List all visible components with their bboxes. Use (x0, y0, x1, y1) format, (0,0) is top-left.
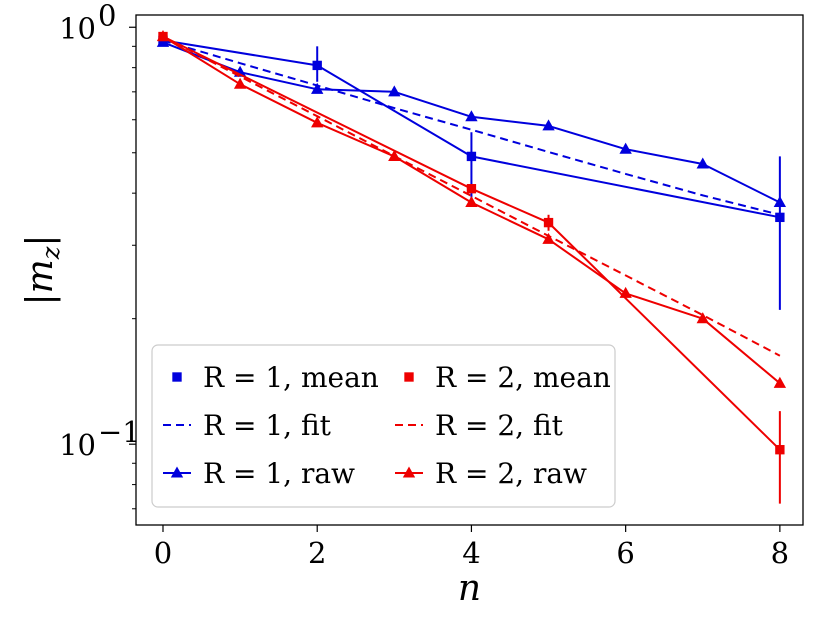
legend-box (151, 344, 616, 508)
y-axis-label-text: |mz| (20, 234, 65, 305)
legend-item: R = 1, fit (163, 409, 332, 442)
legend-label: R = 1, raw (203, 457, 355, 490)
data-point (311, 116, 324, 128)
y-tick-base: 10 (59, 11, 96, 45)
legend-swatch-marker (404, 372, 414, 382)
y-tick-label: 10 (59, 11, 96, 45)
legend-label: R = 1, fit (203, 409, 332, 442)
data-point (619, 142, 632, 154)
x-tick-label: 6 (616, 536, 634, 570)
data-point (156, 35, 170, 47)
data-point (775, 445, 785, 455)
plot-series (156, 30, 787, 504)
legend-item: R = 2, mean (404, 361, 611, 394)
data-point (465, 110, 478, 122)
data-point (311, 82, 324, 94)
data-point (773, 195, 787, 208)
x-axis-label: n (458, 568, 481, 609)
data-point (696, 157, 709, 169)
legend-item: R = 1, mean (172, 361, 379, 394)
legend: R = 1, mean R = 2, mean R = 1, fit R = 2, f… (151, 344, 616, 508)
data-point (542, 119, 555, 131)
data-point (543, 217, 554, 228)
data-point (773, 376, 787, 388)
legend-label: R = 2, mean (435, 361, 611, 394)
data-point (696, 312, 709, 324)
series-r-2-fit (162, 35, 781, 357)
legend-label: R = 2, raw (435, 457, 587, 490)
data-point (775, 212, 785, 223)
series-line (162, 35, 781, 357)
series-r-1-raw (156, 35, 787, 208)
legend-swatch-marker (172, 372, 182, 382)
y-tick-exponent: −1 (98, 415, 141, 449)
data-point (466, 151, 477, 162)
y-tick-base: 10 (59, 428, 96, 462)
data-point (465, 195, 478, 208)
series-line (162, 35, 781, 385)
data-point (388, 85, 401, 97)
legend-item: R = 2, raw (395, 457, 587, 490)
y-axis-label: |mz| (20, 234, 65, 305)
series-line (162, 39, 781, 219)
y-tick-exponent: 0 (98, 0, 116, 32)
series-r-2-raw (156, 30, 787, 388)
x-tick-label: 8 (771, 536, 789, 570)
y-tick-label: 10 (59, 428, 96, 462)
data-point (466, 184, 477, 194)
x-tick-label: 4 (462, 536, 480, 570)
data-point (542, 232, 555, 244)
series-r-1-mean (158, 35, 785, 310)
series-r-1-fit (162, 39, 781, 216)
x-tick-label: 0 (154, 536, 172, 570)
plot-frame (135, 14, 804, 526)
data-point (233, 77, 247, 89)
legend-item: R = 1, raw (163, 457, 355, 490)
legend-label: R = 2, fit (435, 409, 564, 442)
legend-label: R = 1, mean (203, 361, 379, 394)
data-point (388, 149, 401, 161)
legend-swatch-marker (170, 466, 184, 478)
data-point (619, 286, 632, 298)
data-point (156, 30, 170, 42)
data-point (312, 60, 322, 71)
x-tick-label: 2 (308, 536, 326, 570)
series-line (162, 39, 781, 216)
series-line (162, 35, 781, 451)
legend-swatch-marker (402, 466, 416, 478)
legend-item: R = 2, fit (395, 409, 564, 442)
